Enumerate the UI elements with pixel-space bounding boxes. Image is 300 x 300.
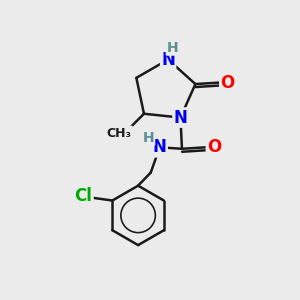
Text: H: H [142, 131, 154, 145]
Text: O: O [220, 74, 235, 92]
Text: Cl: Cl [75, 187, 92, 205]
Text: N: N [153, 138, 166, 156]
Text: N: N [173, 109, 188, 127]
Text: O: O [207, 138, 221, 156]
Text: H: H [167, 40, 178, 55]
Text: N: N [161, 50, 175, 68]
Text: CH₃: CH₃ [107, 127, 132, 140]
